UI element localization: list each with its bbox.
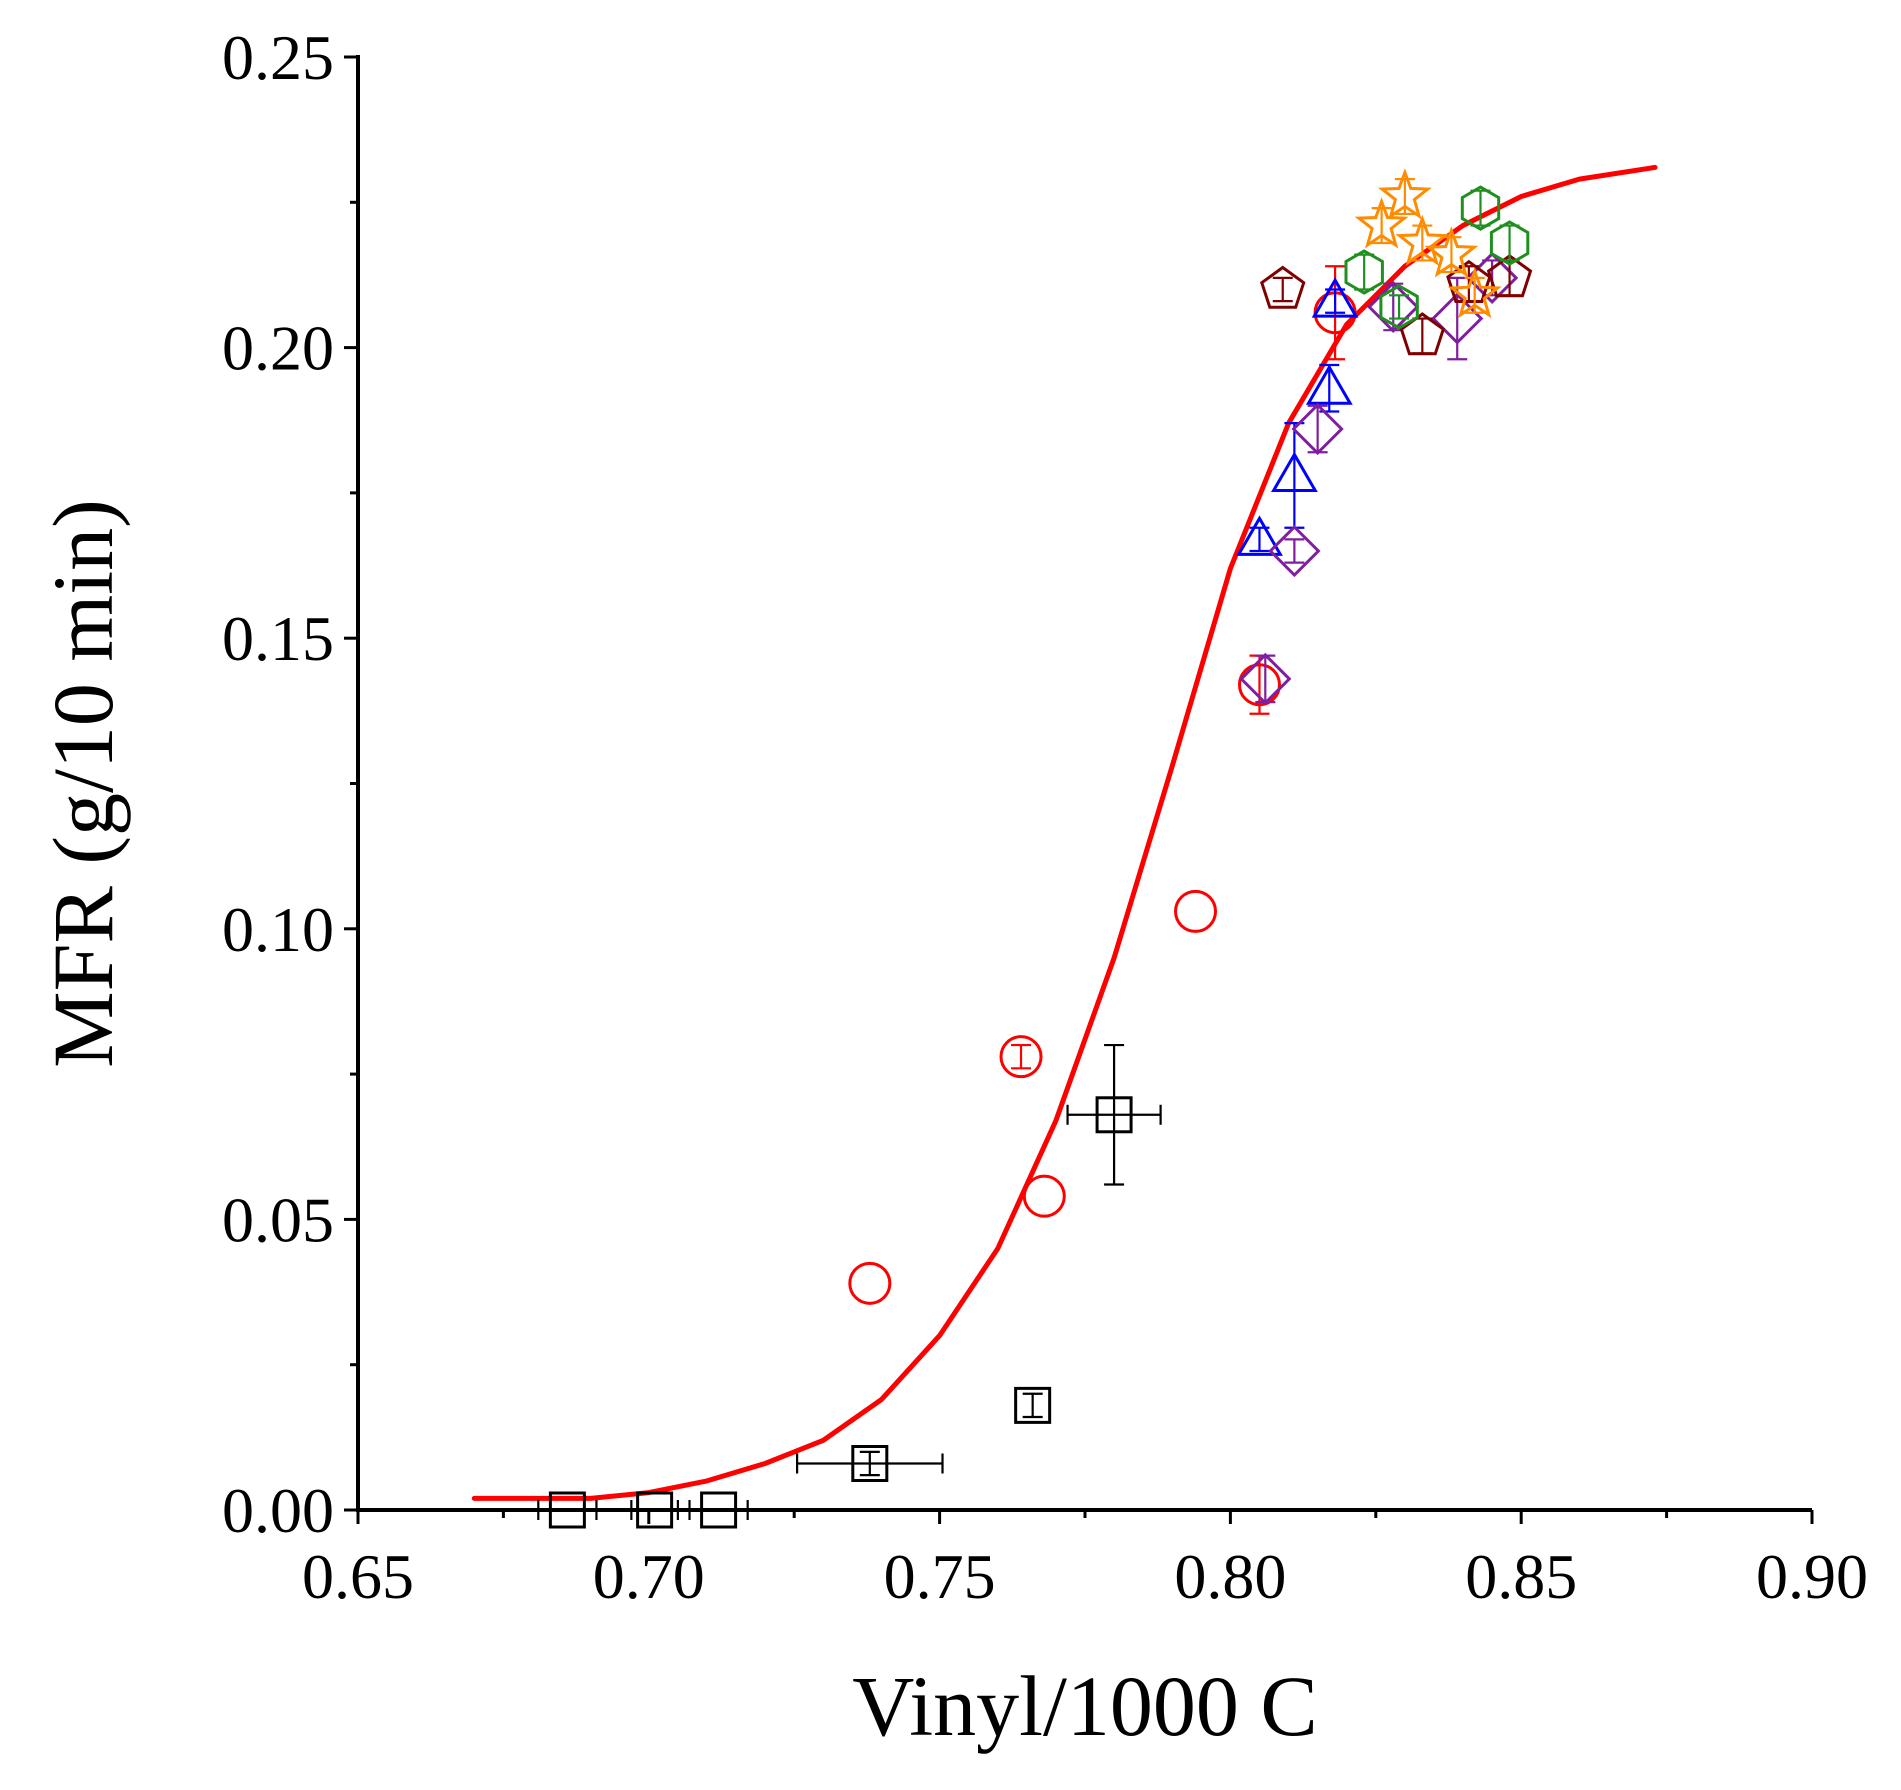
diamond-marker	[1367, 280, 1420, 334]
square-marker	[700, 1491, 738, 1529]
data-point	[537, 1491, 598, 1529]
data-point	[1022, 1174, 1066, 1218]
data-point	[1174, 889, 1218, 933]
data-point	[1367, 280, 1420, 334]
series-diamonds	[1239, 251, 1519, 706]
square-marker	[548, 1491, 586, 1529]
data-point	[999, 1035, 1043, 1079]
pentagon-marker	[1486, 254, 1533, 298]
triangle-marker	[1271, 451, 1318, 492]
y-tick-label: 0.20	[222, 313, 334, 384]
data-point	[1344, 249, 1384, 295]
data-point	[1489, 220, 1530, 266]
data-point	[1399, 312, 1446, 356]
y-axis-title: MFR (g/10 min)	[35, 499, 131, 1068]
diamond-marker	[1268, 524, 1321, 578]
data-point	[1291, 402, 1344, 456]
y-tick-label: 0.05	[222, 1184, 334, 1255]
triangle-marker	[1305, 364, 1353, 405]
data-point	[796, 1445, 944, 1483]
series-stars	[1354, 168, 1502, 319]
data-point	[1014, 1386, 1052, 1424]
hexagon-marker	[1379, 284, 1419, 330]
data-point	[1377, 168, 1432, 220]
data-point	[1268, 524, 1321, 578]
hexagon-marker	[1489, 220, 1530, 266]
star-marker	[1354, 197, 1409, 249]
x-tick-label: 0.75	[884, 1541, 996, 1612]
data-point	[1460, 185, 1501, 231]
circle-marker	[1174, 889, 1218, 933]
y-tick-label: 0.25	[222, 22, 334, 93]
x-tick-label: 0.85	[1465, 1541, 1577, 1612]
pentagon-marker	[1446, 259, 1492, 303]
y-tick-label: 0.00	[222, 1475, 334, 1546]
x-tick-label: 0.70	[593, 1541, 705, 1612]
data-point	[1447, 266, 1502, 319]
data-point	[688, 1491, 749, 1529]
y-tick-label: 0.15	[222, 603, 334, 674]
circle-marker	[999, 1035, 1043, 1079]
diamond-marker	[1291, 402, 1344, 456]
data-point	[1066, 1043, 1162, 1186]
square-marker	[1014, 1386, 1052, 1424]
x-tick-label: 0.90	[1756, 1541, 1868, 1612]
x-tick-label: 0.80	[1174, 1541, 1286, 1612]
data-point	[1395, 214, 1450, 266]
square-marker	[1095, 1096, 1133, 1134]
data-point	[1379, 284, 1419, 330]
data-points	[537, 168, 1533, 1529]
x-axis-title: Vinyl/1000 C	[852, 1658, 1317, 1754]
y-tick-label: 0.10	[222, 894, 334, 965]
data-point	[1260, 265, 1306, 309]
circle-marker	[1237, 663, 1281, 707]
data-point	[1354, 197, 1409, 249]
data-point	[1236, 515, 1283, 556]
series-triangles	[1236, 277, 1359, 556]
star-marker	[1424, 226, 1479, 278]
data-point	[630, 1491, 679, 1529]
triangle-marker	[1311, 277, 1359, 318]
series-hexagons	[1344, 185, 1530, 330]
diamond-marker	[1239, 652, 1292, 706]
hexagon-marker	[1344, 249, 1384, 295]
pentagon-marker	[1399, 312, 1446, 356]
circle-marker	[1022, 1174, 1066, 1218]
star-marker	[1447, 266, 1502, 319]
diamond-marker	[1431, 292, 1484, 345]
series-squares	[537, 1043, 1162, 1529]
pentagon-marker	[1260, 265, 1306, 309]
data-point	[1424, 226, 1479, 278]
square-marker	[636, 1491, 674, 1529]
hexagon-marker	[1460, 185, 1501, 231]
triangle-marker	[1236, 515, 1283, 556]
data-point	[1239, 652, 1292, 706]
x-tick-label: 0.65	[302, 1541, 414, 1612]
diamond-marker	[1465, 251, 1519, 305]
fit-curve-group	[471, 164, 1658, 1501]
square-marker	[851, 1445, 889, 1483]
series-pentagons	[1260, 254, 1533, 356]
data-point	[848, 1261, 892, 1305]
series-circles	[848, 265, 1357, 1305]
circle-marker	[848, 1261, 892, 1305]
data-point	[1465, 251, 1519, 305]
data-point	[1305, 363, 1353, 413]
axes	[356, 55, 1812, 1512]
ticks: 0.65 0.70 0.75 0.80 0.85 0.90 0.00 0.05 0.10 0.15…	[222, 22, 1868, 1612]
star-marker	[1395, 214, 1450, 266]
fit-curve	[471, 164, 1658, 1501]
star-marker	[1377, 168, 1432, 220]
data-point	[1311, 277, 1359, 318]
